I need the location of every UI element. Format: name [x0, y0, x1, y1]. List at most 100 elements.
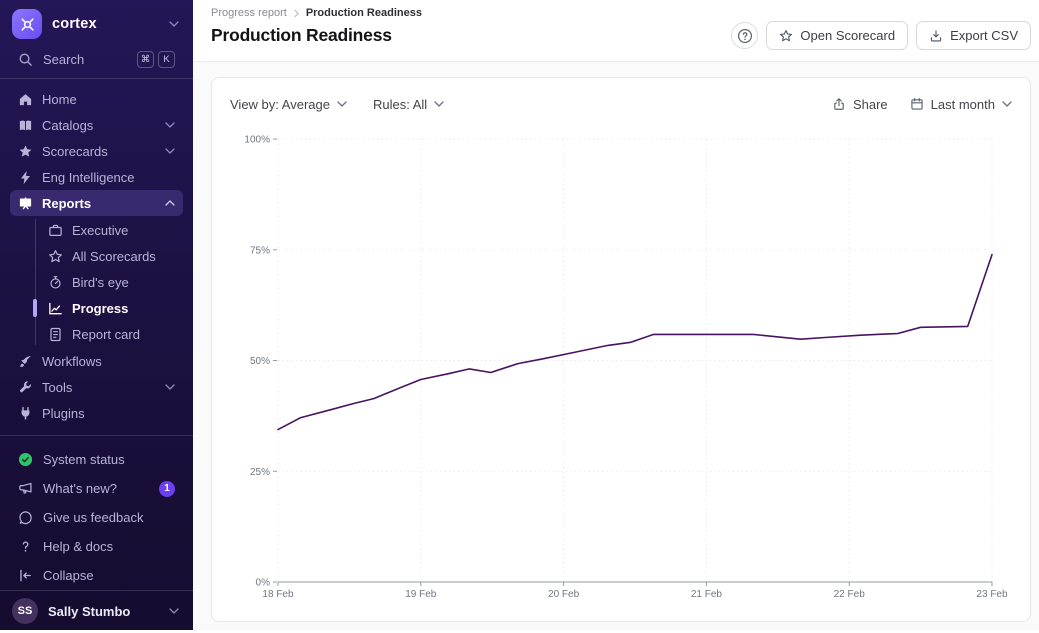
- utility-nav: System status What's new? 1 Give us feed…: [0, 443, 193, 590]
- sidebar-collapse-button[interactable]: Collapse: [10, 561, 183, 590]
- sidebar-item-executive[interactable]: Executive: [10, 217, 173, 243]
- search-button[interactable]: Search ⌘ K: [10, 51, 183, 68]
- plug-icon: [18, 406, 33, 421]
- user-name: Sally Stumbo: [48, 603, 131, 619]
- star-outline-icon: [48, 249, 63, 264]
- svg-text:22 Feb: 22 Feb: [834, 589, 866, 600]
- presentation-icon: [18, 196, 33, 211]
- workspace-switcher[interactable]: cortex: [0, 6, 193, 47]
- megaphone-icon: [18, 481, 33, 496]
- chevron-down-icon: [337, 101, 347, 107]
- breadcrumb-current: Production Readiness: [305, 7, 422, 19]
- sidebar-divider: [0, 435, 193, 436]
- calendar-icon: [910, 97, 924, 111]
- reports-submenu: Executive All Scorecards Bird's eye Prog…: [10, 216, 183, 348]
- svg-text:19 Feb: 19 Feb: [405, 589, 437, 600]
- star-outline-icon: [779, 29, 793, 43]
- content-area: View by: Average Rules: All Share: [193, 61, 1039, 630]
- sidebar-item-label: Bird's eye: [72, 274, 129, 290]
- rules-dropdown[interactable]: Rules: All: [373, 97, 444, 112]
- sidebar-item-eng-intelligence[interactable]: Eng Intelligence: [10, 164, 183, 190]
- sidebar-item-system-status[interactable]: System status: [10, 445, 183, 474]
- export-csv-label: Export CSV: [950, 28, 1018, 43]
- view-by-label: View by: Average: [230, 96, 330, 112]
- share-label: Share: [852, 96, 888, 112]
- chevron-up-icon: [165, 200, 175, 206]
- open-scorecard-button[interactable]: Open Scorecard: [766, 21, 909, 50]
- search-label: Search: [43, 52, 85, 67]
- status-ok-icon: [18, 452, 33, 467]
- chevron-down-icon: [165, 384, 175, 390]
- chevron-right-icon: [294, 9, 299, 18]
- progress-chart-card: View by: Average Rules: All Share: [211, 77, 1031, 622]
- sidebar-item-all-scorecards[interactable]: All Scorecards: [10, 243, 173, 269]
- chart-toolbar: View by: Average Rules: All Share: [212, 78, 1030, 124]
- sidebar-item-birds-eye[interactable]: Bird's eye: [10, 269, 173, 295]
- sidebar-item-label: Reports: [42, 195, 92, 211]
- export-csv-button[interactable]: Export CSV: [916, 21, 1031, 50]
- date-range-label: Last month: [930, 96, 995, 112]
- sidebar-item-home[interactable]: Home: [10, 86, 183, 112]
- sidebar-item-label: Plugins: [42, 405, 85, 421]
- share-button[interactable]: Share: [832, 97, 888, 112]
- help-button[interactable]: [731, 22, 759, 49]
- page-header: Progress report Production Readiness Pro…: [193, 0, 1039, 61]
- sidebar-item-feedback[interactable]: Give us feedback: [10, 503, 183, 532]
- svg-text:25%: 25%: [250, 467, 270, 478]
- chevron-down-icon: [165, 148, 175, 154]
- sidebar-item-scorecards[interactable]: Scorecards: [10, 138, 183, 164]
- sidebar-item-workflows[interactable]: Workflows: [10, 348, 183, 374]
- chevron-down-icon: [169, 608, 179, 614]
- breadcrumb-parent[interactable]: Progress report: [211, 7, 287, 19]
- sidebar-item-progress[interactable]: Progress: [10, 295, 173, 321]
- whats-new-badge: 1: [159, 480, 175, 497]
- view-by-dropdown[interactable]: View by: Average: [230, 97, 347, 112]
- svg-text:75%: 75%: [250, 245, 270, 256]
- open-scorecard-label: Open Scorecard: [800, 28, 896, 43]
- svg-text:23 Feb: 23 Feb: [976, 589, 1008, 600]
- sidebar-item-tools[interactable]: Tools: [10, 374, 183, 400]
- sidebar-item-label: Workflows: [42, 353, 102, 369]
- date-range-dropdown[interactable]: Last month: [910, 97, 1012, 112]
- svg-text:20 Feb: 20 Feb: [548, 589, 580, 600]
- sidebar-item-report-card[interactable]: Report card: [10, 321, 173, 347]
- rules-label: Rules: All: [372, 96, 428, 112]
- sidebar: cortex Search ⌘ K Home Catalogs: [0, 0, 193, 630]
- search-icon: [18, 52, 33, 67]
- k-key: K: [158, 51, 175, 68]
- sidebar-item-label: Catalogs: [42, 117, 94, 133]
- sidebar-item-whats-new[interactable]: What's new? 1: [10, 474, 183, 503]
- chevron-down-icon: [165, 122, 175, 128]
- svg-text:50%: 50%: [250, 356, 270, 367]
- sidebar-item-label: Tools: [42, 379, 73, 395]
- breadcrumb: Progress report Production Readiness: [211, 7, 1031, 19]
- svg-text:0%: 0%: [256, 578, 271, 589]
- sidebar-item-label: Scorecards: [42, 143, 108, 159]
- sidebar-item-label: Report card: [72, 326, 140, 342]
- collapse-icon: [18, 568, 33, 583]
- sidebar-item-reports[interactable]: Reports: [10, 190, 183, 216]
- sidebar-item-catalogs[interactable]: Catalogs: [10, 112, 183, 138]
- primary-nav: Home Catalogs Scorecards Eng Intelligenc…: [0, 84, 193, 426]
- sidebar-item-label: All Scorecards: [72, 248, 156, 264]
- book-icon: [18, 118, 33, 133]
- briefcase-icon: [48, 223, 63, 238]
- svg-text:18 Feb: 18 Feb: [262, 589, 294, 600]
- chart-area: 18 Feb 19 Feb 20 Feb 21 Feb 22 Feb 23 Feb 0% 25…: [212, 124, 1030, 621]
- download-icon: [929, 29, 943, 43]
- user-menu[interactable]: SS Sally Stumbo: [0, 590, 193, 633]
- chevron-down-icon: [169, 21, 179, 27]
- sidebar-item-help-docs[interactable]: Help & docs: [10, 532, 183, 561]
- sidebar-item-label: What's new?: [43, 481, 118, 496]
- sidebar-item-plugins[interactable]: Plugins: [10, 400, 183, 426]
- svg-text:21 Feb: 21 Feb: [691, 589, 723, 600]
- cortex-logo-icon: [12, 9, 42, 39]
- sidebar-item-label: Home: [42, 91, 77, 107]
- page-title: Production Readiness: [211, 25, 392, 45]
- help-circle-icon: [737, 28, 753, 44]
- chevron-down-icon: [1002, 101, 1012, 107]
- sidebar-item-label: Give us feedback: [43, 510, 144, 525]
- sidebar-item-label: Executive: [72, 222, 129, 238]
- chat-icon: [18, 510, 33, 525]
